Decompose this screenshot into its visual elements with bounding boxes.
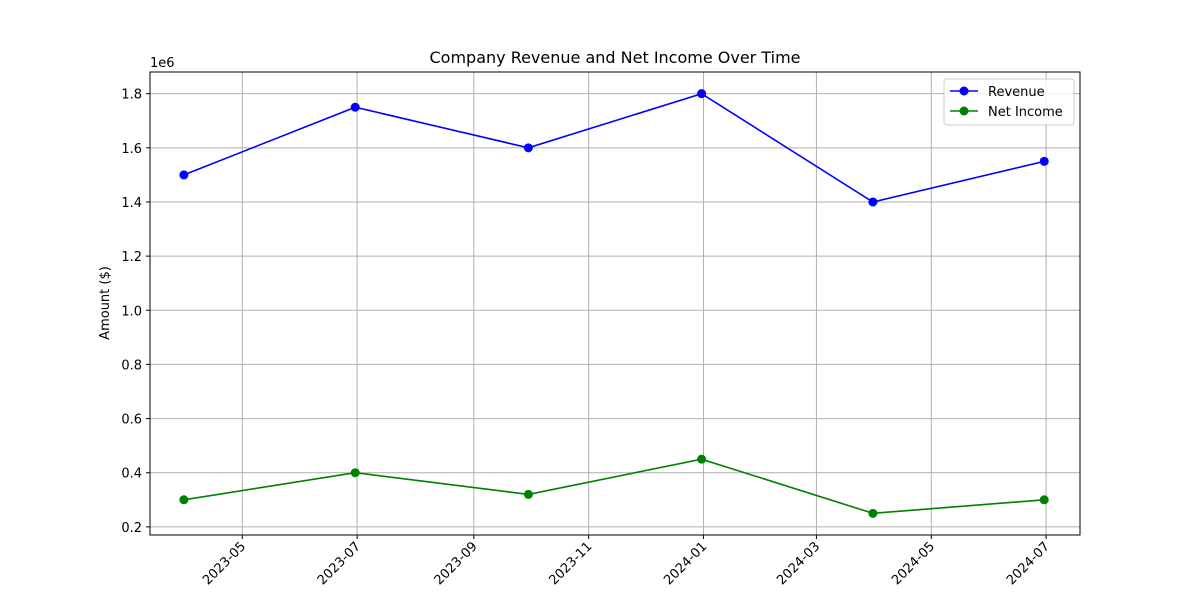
legend-label-net-income: Net Income <box>988 105 1063 120</box>
data-point-net-income <box>179 495 189 505</box>
y-tick-label: 0.2 <box>121 521 142 536</box>
y-tick-label: 1.4 <box>121 196 142 211</box>
data-point-revenue <box>868 197 878 207</box>
y-tick-label: 1.8 <box>121 88 142 103</box>
legend-marker-net-income <box>959 106 969 116</box>
y-tick-label: 0.4 <box>121 467 142 482</box>
x-tick-label: 2023-09 <box>432 539 481 588</box>
x-tick-label: 2024-05 <box>889 539 938 588</box>
data-point-revenue <box>523 143 533 153</box>
legend: Revenue Net Income <box>943 78 1075 126</box>
tick-layer: 0.2 0.4 0.6 0.8 1.0 1.2 1.4 1.6 1.8 2023-05 2023-0… <box>121 88 1053 589</box>
plot-frame <box>149 71 1081 536</box>
data-point-net-income <box>697 454 707 464</box>
series-layer <box>179 89 1049 518</box>
data-point-revenue <box>179 170 189 180</box>
data-point-revenue <box>1039 156 1049 166</box>
x-tick-label: 2024-01 <box>661 539 710 588</box>
y-offset-label: 1e6 <box>150 56 175 71</box>
x-tick-label: 2024-03 <box>774 539 823 588</box>
legend-label-revenue: Revenue <box>988 85 1045 100</box>
x-tick-label: 2023-11 <box>546 539 595 588</box>
data-point-revenue <box>697 89 707 99</box>
y-tick-label: 0.8 <box>121 358 142 373</box>
data-point-net-income <box>350 468 360 478</box>
data-point-net-income <box>868 508 878 518</box>
x-tick-label: 2024-07 <box>1004 539 1053 588</box>
series-line-revenue <box>183 92 1045 203</box>
y-axis-label: Amount ($) <box>98 266 113 340</box>
y-tick-label: 0.6 <box>121 413 142 428</box>
data-point-revenue <box>350 102 360 112</box>
data-point-net-income <box>523 489 533 499</box>
chart-title: Company Revenue and Net Income Over Time <box>429 48 800 67</box>
y-tick-label: 1.6 <box>121 142 142 157</box>
y-tick-label: 1.2 <box>121 250 142 265</box>
series-line-net-income <box>183 458 1045 515</box>
x-tick-label: 2023-05 <box>200 539 249 588</box>
legend-marker-revenue <box>959 86 969 96</box>
grid-layer <box>150 72 1080 535</box>
x-tick-label: 2023-07 <box>315 539 364 588</box>
y-tick-label: 1.0 <box>121 304 142 319</box>
data-point-net-income <box>1039 495 1049 505</box>
